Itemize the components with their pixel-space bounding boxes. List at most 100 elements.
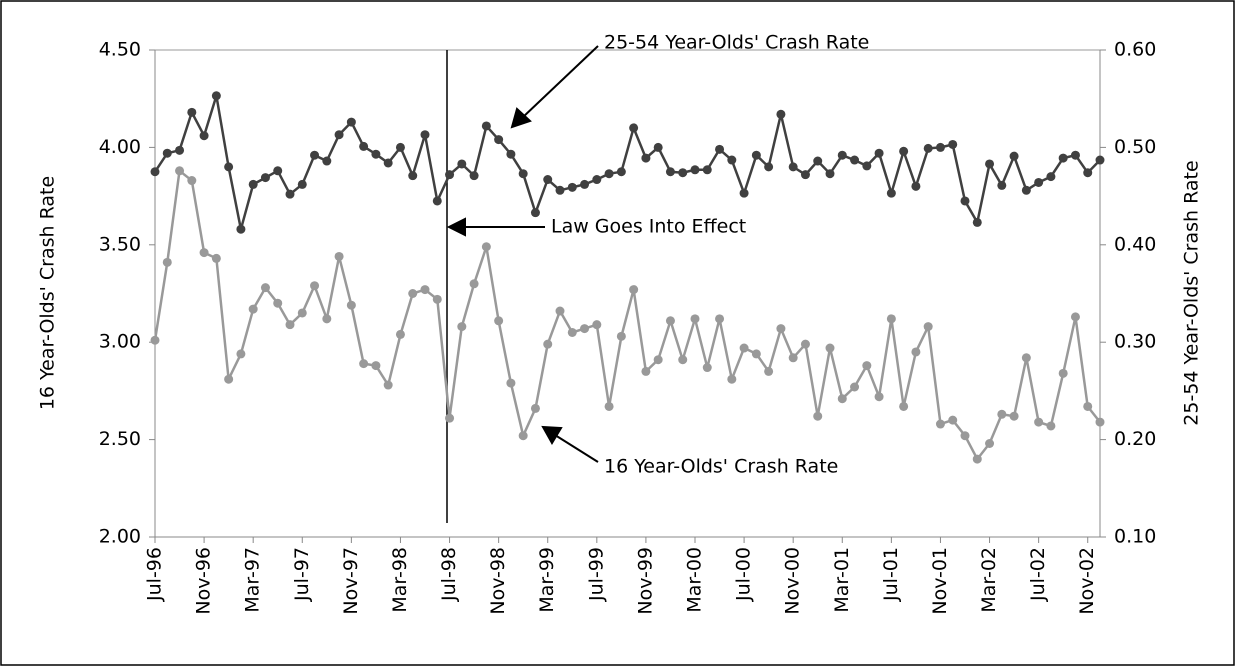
y-tick-label: 2.00 [99,526,141,548]
data-point [187,107,197,117]
x-tick-label: Jul-98 [438,547,460,602]
data-point [690,314,700,324]
data-point [923,143,933,153]
data-point [899,401,909,411]
data-point [408,171,418,181]
data-point [1034,417,1044,427]
data-point [604,169,614,179]
data-point [592,320,602,330]
data-point [948,415,958,425]
data-point [432,294,442,304]
x-tick-label: Mar-99 [536,547,558,613]
data-point [285,189,295,199]
data-point [935,419,945,429]
data-point [175,166,185,176]
data-point [702,363,712,373]
data-point [236,349,246,359]
y-tick-label: 3.00 [99,331,141,353]
y2-tick-label: 0.30 [1114,331,1156,353]
data-point [825,169,835,179]
data-point [187,176,197,186]
data-point [481,242,491,252]
data-point [310,281,320,291]
data-point [371,361,381,371]
data-point [715,314,725,324]
data-point [236,224,246,234]
data-point [862,161,872,171]
data-point [383,380,393,390]
data-point [420,285,430,295]
data-point [211,91,221,101]
data-point [1095,155,1105,165]
data-point [481,121,491,131]
data-point [567,182,577,192]
data-point [359,359,369,369]
data-point [678,355,688,365]
data-point [592,175,602,185]
data-point [629,285,639,295]
data-point [985,159,995,169]
y2-tick-label: 0.50 [1114,136,1156,158]
data-point [457,322,467,332]
data-point [1070,312,1080,322]
data-point [555,185,565,195]
y-tick-label: 3.50 [99,233,141,255]
data-point [322,156,332,166]
y2-tick-label: 0.60 [1114,39,1156,61]
arrow-line [554,434,599,463]
data-point [224,374,234,384]
data-point [788,162,798,172]
data-point [395,142,405,152]
data-point [960,431,970,441]
data-point [457,159,467,169]
data-point [211,253,221,263]
data-point [616,331,626,341]
data-point [690,165,700,175]
data-point [948,139,958,149]
x-tick-label: Mar-02 [978,547,1000,613]
data-point [395,329,405,339]
data-point [972,454,982,464]
data-point [678,168,688,178]
data-point [445,170,455,180]
data-point [469,279,479,289]
data-point [518,431,528,441]
y2-axis-label: 25-54 Year-Olds' Crash Rate [1181,160,1203,425]
data-point [432,196,442,206]
data-point [506,149,516,159]
data-point [629,123,639,133]
y2-tick-label: 0.10 [1114,526,1156,548]
data-point [985,438,995,448]
data-point [850,155,860,165]
data-point [653,142,663,152]
data-point [800,170,810,180]
data-point [886,314,896,324]
x-tick-label: Nov-98 [487,547,509,615]
arrow-line [521,45,599,119]
data-point [641,366,651,376]
data-point [248,304,258,314]
data-point [518,169,528,179]
data-point [1021,353,1031,363]
data-point [297,179,307,189]
data-point [862,361,872,371]
data-point [506,378,516,388]
data-point [162,148,172,158]
x-tick-label: Mar-97 [242,547,264,613]
data-point [420,130,430,140]
y-tick-label: 4.00 [99,136,141,158]
data-point [567,327,577,337]
arrow-head [541,425,563,445]
data-point [310,150,320,160]
data-point [260,283,270,293]
data-point [616,167,626,177]
data-point [150,335,160,345]
data-point [800,339,810,349]
data-point [1034,177,1044,187]
data-point [764,366,774,376]
data-point [837,150,847,160]
data-point [751,349,761,359]
data-point [150,167,160,177]
